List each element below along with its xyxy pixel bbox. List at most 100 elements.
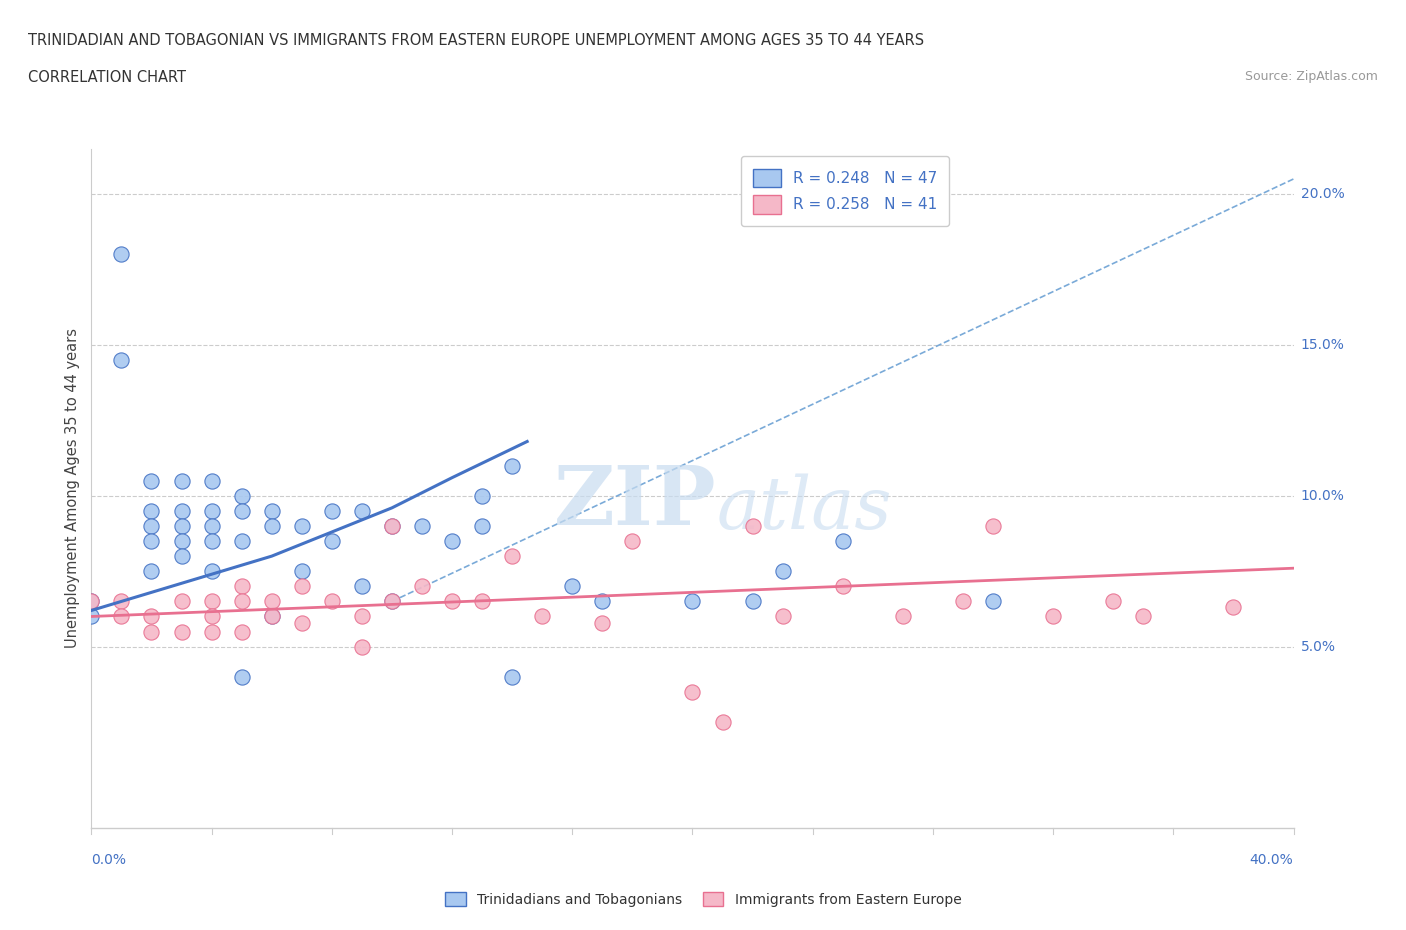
Point	[591, 615, 613, 630]
Point	[291, 615, 314, 630]
Point	[681, 684, 703, 699]
Point	[201, 519, 224, 534]
Point	[141, 564, 163, 578]
Point	[741, 594, 763, 609]
Text: ZIP: ZIP	[554, 462, 717, 542]
Point	[141, 609, 163, 624]
Point	[411, 578, 433, 593]
Point	[1222, 600, 1244, 615]
Point	[350, 503, 373, 518]
Point	[350, 639, 373, 654]
Point	[170, 534, 193, 549]
Point	[141, 503, 163, 518]
Point	[260, 609, 283, 624]
Point	[321, 503, 343, 518]
Text: 40.0%: 40.0%	[1250, 853, 1294, 868]
Point	[170, 594, 193, 609]
Point	[501, 458, 523, 473]
Point	[561, 578, 583, 593]
Text: 0.0%: 0.0%	[91, 853, 127, 868]
Legend: Trinidadians and Tobagonians, Immigrants from Eastern Europe: Trinidadians and Tobagonians, Immigrants…	[437, 885, 969, 914]
Point	[831, 534, 853, 549]
Point	[231, 578, 253, 593]
Point	[170, 624, 193, 639]
Point	[831, 578, 853, 593]
Point	[260, 594, 283, 609]
Text: 15.0%: 15.0%	[1301, 338, 1344, 352]
Point	[440, 594, 463, 609]
Point	[80, 594, 103, 609]
Text: Source: ZipAtlas.com: Source: ZipAtlas.com	[1244, 70, 1378, 83]
Point	[381, 519, 404, 534]
Point	[110, 594, 132, 609]
Point	[981, 594, 1004, 609]
Point	[772, 564, 794, 578]
Point	[231, 488, 253, 503]
Point	[110, 352, 132, 367]
Point	[591, 594, 613, 609]
Text: CORRELATION CHART: CORRELATION CHART	[28, 70, 186, 85]
Point	[411, 519, 433, 534]
Point	[141, 519, 163, 534]
Point	[381, 594, 404, 609]
Point	[291, 578, 314, 593]
Text: atlas: atlas	[717, 473, 891, 544]
Point	[260, 519, 283, 534]
Point	[170, 549, 193, 564]
Point	[772, 609, 794, 624]
Point	[291, 564, 314, 578]
Point	[1042, 609, 1064, 624]
Point	[952, 594, 974, 609]
Point	[471, 488, 494, 503]
Y-axis label: Unemployment Among Ages 35 to 44 years: Unemployment Among Ages 35 to 44 years	[65, 328, 80, 648]
Point	[981, 519, 1004, 534]
Point	[891, 609, 914, 624]
Point	[110, 247, 132, 262]
Point	[201, 473, 224, 488]
Point	[231, 503, 253, 518]
Point	[531, 609, 554, 624]
Point	[1102, 594, 1125, 609]
Point	[501, 549, 523, 564]
Point	[231, 594, 253, 609]
Point	[711, 714, 734, 729]
Legend: R = 0.248   N = 47, R = 0.258   N = 41: R = 0.248 N = 47, R = 0.258 N = 41	[741, 156, 949, 226]
Point	[260, 609, 283, 624]
Point	[321, 594, 343, 609]
Text: 5.0%: 5.0%	[1301, 640, 1336, 654]
Point	[141, 624, 163, 639]
Point	[471, 594, 494, 609]
Point	[141, 473, 163, 488]
Point	[471, 519, 494, 534]
Point	[141, 534, 163, 549]
Point	[231, 624, 253, 639]
Point	[260, 503, 283, 518]
Point	[741, 519, 763, 534]
Point	[681, 594, 703, 609]
Point	[231, 534, 253, 549]
Point	[1132, 609, 1154, 624]
Point	[110, 609, 132, 624]
Text: 20.0%: 20.0%	[1301, 187, 1344, 201]
Point	[321, 534, 343, 549]
Point	[501, 670, 523, 684]
Point	[201, 534, 224, 549]
Point	[201, 624, 224, 639]
Point	[201, 609, 224, 624]
Point	[201, 503, 224, 518]
Point	[170, 473, 193, 488]
Point	[201, 594, 224, 609]
Point	[80, 609, 103, 624]
Text: TRINIDADIAN AND TOBAGONIAN VS IMMIGRANTS FROM EASTERN EUROPE UNEMPLOYMENT AMONG : TRINIDADIAN AND TOBAGONIAN VS IMMIGRANTS…	[28, 33, 924, 47]
Point	[381, 594, 404, 609]
Point	[381, 519, 404, 534]
Point	[231, 670, 253, 684]
Point	[170, 519, 193, 534]
Point	[170, 503, 193, 518]
Point	[201, 564, 224, 578]
Point	[350, 578, 373, 593]
Point	[440, 534, 463, 549]
Point	[291, 519, 314, 534]
Point	[621, 534, 644, 549]
Point	[80, 594, 103, 609]
